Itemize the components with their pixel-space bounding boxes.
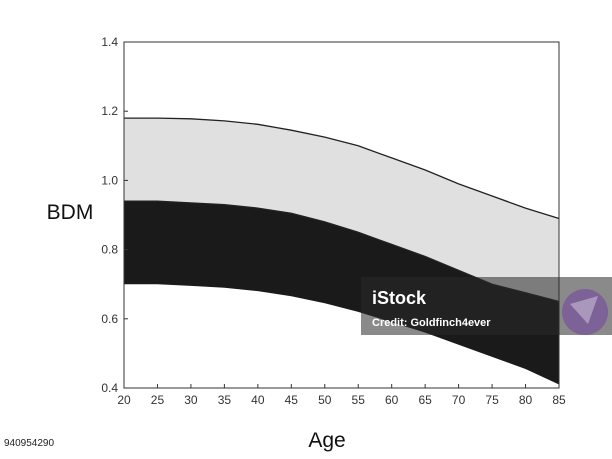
y-tick-label: 1.0 xyxy=(101,173,118,187)
y-tick-label: 0.8 xyxy=(101,243,118,257)
x-tick-label: 50 xyxy=(318,393,332,407)
plot-frame xyxy=(123,41,560,389)
x-axis-label: Age xyxy=(308,429,345,452)
bands-layer xyxy=(124,117,560,385)
x-tick-label: 30 xyxy=(184,393,198,407)
x-tick-label: 35 xyxy=(218,393,232,407)
x-tick-label: 80 xyxy=(519,393,533,407)
stock-watermark: iStock Credit: Goldfinch4ever xyxy=(361,277,612,335)
x-tick-label: 85 xyxy=(552,393,566,407)
x-tick-label: 55 xyxy=(352,393,366,407)
x-tick-label: 70 xyxy=(452,393,466,407)
y-tick-label: 1.4 xyxy=(101,35,118,49)
y-tick-label: 1.2 xyxy=(101,104,118,118)
y-tick-label: 0.6 xyxy=(101,312,118,326)
x-tick-label: 40 xyxy=(251,393,265,407)
x-tick-label: 60 xyxy=(385,393,399,407)
x-tick-label: 75 xyxy=(485,393,499,407)
x-tick-label: 25 xyxy=(151,393,165,407)
watermark-credit: Credit: Goldfinch4ever xyxy=(372,317,491,329)
watermark-logo-mark xyxy=(570,296,598,324)
band-2 xyxy=(124,201,559,385)
y-tick-label: 0.4 xyxy=(101,381,118,395)
band-1 xyxy=(124,118,559,302)
watermark-brand: iStock xyxy=(372,288,427,308)
watermark-logo-icon xyxy=(562,289,608,335)
band-1-upper-edge xyxy=(124,117,560,220)
ticks-layer: 20 25 30 35 40 45 50 55 60 65 70 75 80 85 0.4 0.6 0.8 1.0… xyxy=(101,35,566,407)
x-tick-label: 45 xyxy=(285,393,299,407)
y-axis-label: BDM xyxy=(47,201,94,224)
x-tick-label: 65 xyxy=(418,393,432,407)
stock-image-id: 940954290 xyxy=(4,438,54,449)
x-tick-label: 20 xyxy=(117,393,131,407)
